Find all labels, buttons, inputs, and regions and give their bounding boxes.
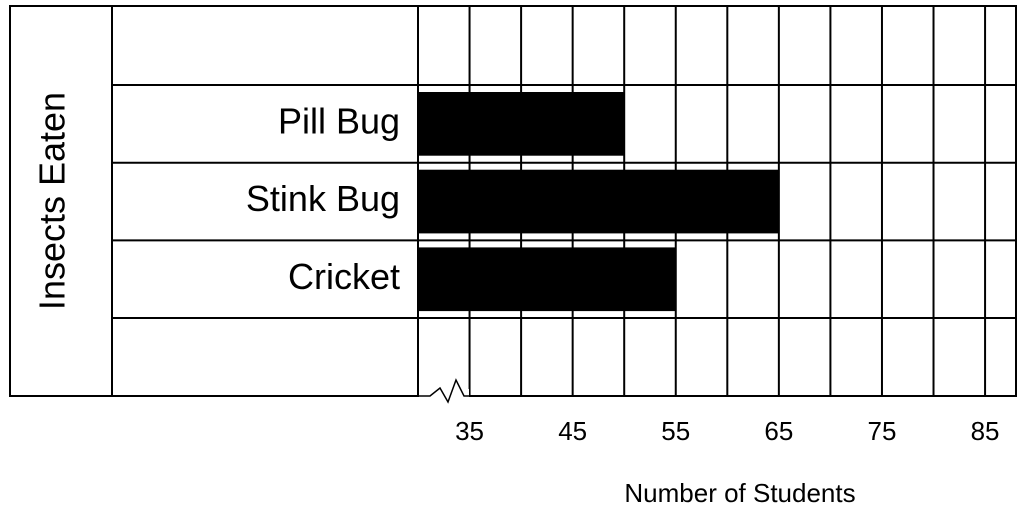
x-axis-label: Number of Students [624, 478, 855, 508]
y-tick-label: Stink Bug [246, 178, 400, 219]
y-axis-label: Insects Eaten [32, 92, 73, 310]
x-tick-label: 35 [455, 416, 484, 446]
x-tick-label: 55 [661, 416, 690, 446]
x-tick-label: 65 [764, 416, 793, 446]
x-tick-label: 45 [558, 416, 587, 446]
x-tick-label: 85 [971, 416, 1000, 446]
axis-break [419, 378, 470, 404]
bar [418, 92, 625, 156]
table-frame [9, 5, 1017, 397]
y-tick-label: Pill Bug [278, 100, 400, 141]
bar [418, 169, 779, 234]
bar [418, 247, 676, 312]
x-tick-label: 75 [868, 416, 897, 446]
y-tick-label: Cricket [288, 256, 400, 297]
